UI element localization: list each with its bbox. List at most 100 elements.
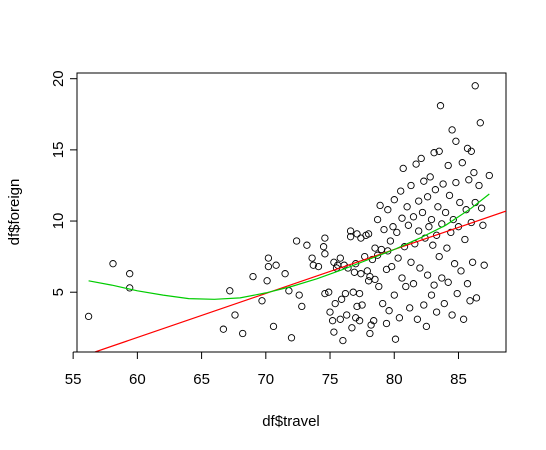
data-point <box>479 221 487 229</box>
data-point <box>425 223 433 231</box>
data-point <box>435 147 443 155</box>
data-point <box>413 315 422 323</box>
data-point <box>231 311 239 319</box>
data-point <box>126 270 134 278</box>
data-point <box>402 282 410 291</box>
data-point <box>249 272 257 281</box>
data-point <box>391 335 400 343</box>
data-point <box>440 299 448 308</box>
data-point <box>355 317 364 325</box>
data-point <box>349 288 357 296</box>
data-point <box>314 262 323 271</box>
data-point <box>403 203 411 211</box>
data-point <box>336 254 344 262</box>
data-point <box>485 171 493 180</box>
data-point <box>404 221 413 229</box>
data-point <box>434 203 442 211</box>
data-point <box>84 312 93 321</box>
data-point <box>336 315 344 323</box>
data-point <box>343 311 351 319</box>
data-point <box>395 314 404 322</box>
data-point <box>355 289 364 298</box>
data-point <box>258 297 266 305</box>
data-point <box>452 178 460 187</box>
data-point <box>264 262 273 271</box>
data-point <box>466 297 474 305</box>
data-point <box>373 215 382 224</box>
data-point <box>436 102 445 110</box>
data-point <box>109 260 117 268</box>
data-point <box>377 245 386 254</box>
data-point <box>375 282 383 291</box>
data-point <box>399 164 407 173</box>
data-point <box>407 258 415 266</box>
data-point <box>321 289 329 298</box>
data-point <box>422 322 431 331</box>
data-point <box>308 254 316 262</box>
data-point <box>350 268 359 276</box>
y-tick-label: 10 <box>50 213 67 230</box>
data-point <box>472 294 481 302</box>
data-point <box>341 289 350 298</box>
data-point <box>423 193 432 201</box>
data-point <box>371 244 379 252</box>
data-point <box>431 186 440 194</box>
data-point <box>427 291 436 299</box>
data-point <box>438 274 446 282</box>
data-point <box>325 288 333 296</box>
data-point <box>448 126 456 134</box>
data-point <box>409 280 418 288</box>
data-point <box>393 228 401 237</box>
data-point <box>328 317 337 325</box>
data-point <box>326 308 334 316</box>
data-point <box>330 328 338 336</box>
data-point <box>441 208 450 217</box>
y-tick-label: 5 <box>50 288 67 296</box>
data-point <box>471 82 479 90</box>
data-point <box>390 291 398 299</box>
data-point <box>450 260 459 268</box>
data-point <box>380 225 388 234</box>
data-point <box>353 230 361 238</box>
data-point <box>467 147 475 155</box>
data-point <box>370 317 378 325</box>
data-point <box>331 299 339 308</box>
data-point <box>371 275 379 284</box>
data-point <box>364 277 373 285</box>
x-tick-label: 85 <box>450 371 467 388</box>
data-point <box>420 177 428 185</box>
data-point <box>476 119 484 127</box>
data-point <box>418 208 427 217</box>
data-point <box>353 302 361 311</box>
data-point <box>415 227 423 235</box>
data-point <box>379 299 387 308</box>
data-point <box>272 261 280 269</box>
data-point <box>452 137 460 145</box>
data-point <box>435 252 443 261</box>
data-point <box>444 161 452 170</box>
data-point <box>367 321 375 329</box>
data-point <box>295 291 303 299</box>
data-point <box>409 213 418 221</box>
data-point <box>417 154 425 163</box>
data-point <box>385 307 393 315</box>
x-tick-label: 55 <box>65 371 82 388</box>
data-point <box>382 319 391 328</box>
data-point <box>432 308 441 316</box>
data-point <box>264 254 273 262</box>
data-point <box>449 215 457 224</box>
data-point <box>463 280 472 288</box>
data-point <box>309 261 317 269</box>
data-point <box>287 334 296 342</box>
data-point <box>298 302 306 311</box>
data-point <box>376 201 384 210</box>
data-point <box>348 324 356 332</box>
data-point <box>394 254 402 262</box>
data-point <box>448 311 456 319</box>
x-tick-label: 65 <box>193 371 210 388</box>
data-point <box>423 271 432 279</box>
data-point <box>430 149 438 157</box>
data-point <box>447 228 455 237</box>
x-axis-label: df$travel <box>262 413 320 430</box>
